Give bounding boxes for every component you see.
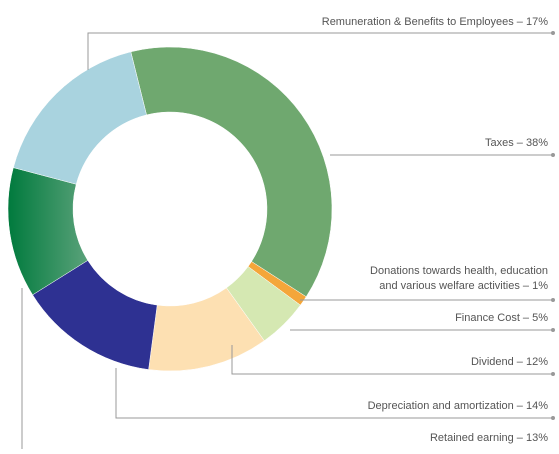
donut-segment [130,46,333,298]
leader-line [231,345,553,375]
segment-label: Donations towards health, education [370,265,548,277]
leader-dot [551,416,555,420]
segment-label: and various welfare activities – 1% [379,280,548,292]
leader-line [115,368,553,419]
leader-dot [551,298,555,302]
segment-label: Retained earning – 13% [430,432,548,444]
segment-label: Remuneration & Benefits to Employees – 1… [322,16,548,28]
segment-label: Finance Cost – 5% [455,312,548,324]
segment-label: Depreciation and amortization – 14% [368,400,549,412]
donut-segment [13,51,147,185]
segment-label: Taxes – 38% [485,137,548,149]
leader-dot [551,372,555,376]
leader-line [87,32,553,70]
segment-label: Dividend – 12% [471,356,548,368]
leader-dot [551,31,555,35]
leader-dot [551,328,555,332]
leader-dot [551,153,555,157]
